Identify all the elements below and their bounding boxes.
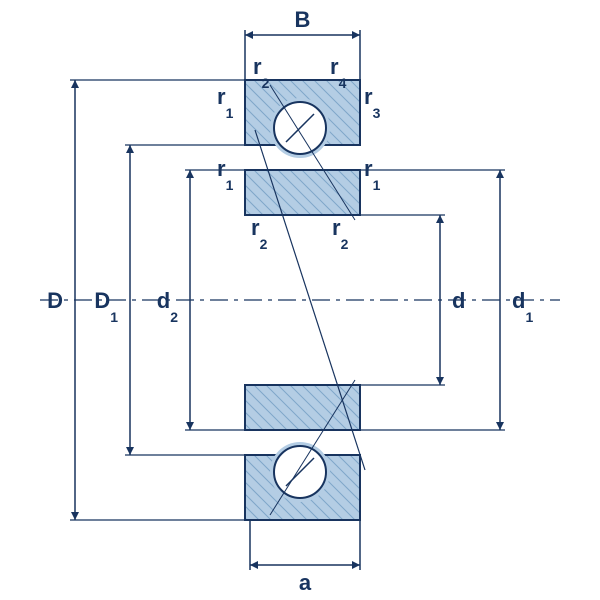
r2-inner-bot-right-label: r2 [332,215,349,252]
a-dimension-label: a [299,570,312,595]
r1-inner-top-right-label: r1 [364,156,381,193]
D1-dimension-label: D1 [94,288,118,325]
B-dimension-label: B [295,7,311,32]
d2-dimension-label: d2 [157,288,178,325]
d-dimension-label: d [452,288,465,313]
r3-outer-top-right-label: r3 [364,84,381,121]
r1-outer-top-left-label: r1 [217,84,234,121]
r1-inner-top-left-label: r1 [217,156,234,193]
r2-inner-bot-left-label: r2 [251,215,268,252]
D-dimension-label: D [47,288,63,313]
d1-dimension-label: d1 [512,288,533,325]
